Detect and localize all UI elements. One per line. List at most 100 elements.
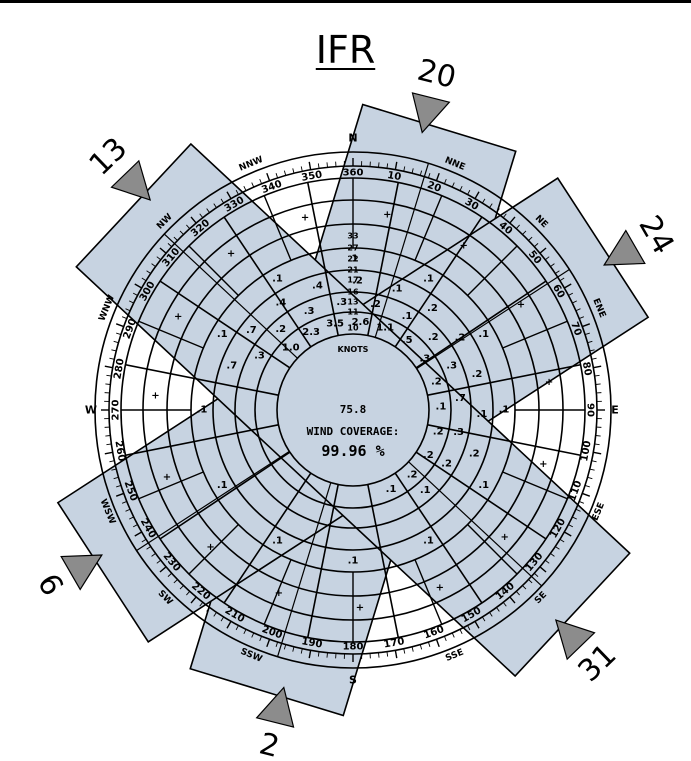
degree-tick — [111, 349, 117, 352]
degree-tick — [411, 168, 414, 174]
degree-tick — [190, 596, 197, 604]
cell-value: + — [517, 300, 525, 311]
degree-tick — [386, 651, 389, 657]
degree-tick — [595, 383, 601, 385]
degree-tick — [109, 460, 115, 463]
degree-tick — [528, 236, 533, 241]
degree-tick — [587, 340, 593, 344]
degree-tick — [113, 476, 119, 480]
degree-tick — [113, 340, 119, 344]
degree-tick — [403, 166, 406, 172]
degree-tick — [129, 300, 134, 304]
degree-tick — [151, 263, 156, 267]
degree-tick — [266, 639, 271, 648]
cell-value: + — [460, 240, 468, 251]
cell-value: .1 — [436, 401, 447, 412]
sector-line-12 — [125, 363, 279, 396]
degree-tick — [159, 566, 167, 573]
sector-line-0 — [367, 182, 400, 336]
speed-ring-label-33: 33 — [347, 232, 358, 241]
degree-tick — [568, 292, 574, 296]
degree-tick — [515, 224, 520, 229]
degree-tick — [443, 636, 447, 642]
degree-tick — [190, 216, 197, 224]
degree-tick — [496, 208, 500, 213]
degree-tick — [292, 646, 295, 652]
cell-value: .3 — [453, 427, 464, 438]
degree-tick — [474, 620, 480, 629]
degree-tick — [186, 224, 191, 229]
cell-value: 2.6 — [352, 317, 370, 328]
degree-label: 80 — [580, 361, 593, 377]
degree-tick — [559, 538, 565, 543]
degree-tick — [443, 178, 447, 184]
runway-arrow-icon — [554, 619, 596, 661]
runway-number-20: 20 — [414, 53, 460, 96]
speed-ring-label-11: 11 — [347, 308, 359, 317]
cell-value: + — [383, 210, 391, 221]
cell-value: .2 — [441, 459, 452, 470]
degree-label: 70 — [568, 321, 583, 338]
cell-value: 1.1 — [376, 323, 394, 334]
degree-tick — [568, 524, 574, 528]
degree-tick — [132, 524, 138, 528]
degree-tick — [179, 230, 184, 235]
cell-value: .2 — [455, 332, 466, 343]
cell-value: + — [500, 532, 508, 543]
degree-tick — [213, 612, 217, 617]
degree-tick — [378, 162, 380, 168]
degree-tick — [555, 546, 560, 550]
cell-value: .1 — [272, 535, 283, 546]
center-circle: 75.8 WIND COVERAGE: 99.96 % KNOTS — [276, 333, 430, 487]
degree-label: 360 — [343, 168, 364, 179]
runway-number-6: 6 — [30, 568, 70, 602]
arrow-runway-20: 20 — [411, 53, 460, 134]
degree-tick — [515, 591, 520, 596]
degree-label: 160 — [422, 624, 445, 641]
degree-tick — [591, 460, 597, 463]
degree-tick — [555, 270, 560, 274]
sector-line-15 — [306, 182, 339, 336]
cell-value: .7 — [226, 360, 237, 371]
degree-tick — [534, 243, 539, 248]
degree-tick — [206, 607, 210, 612]
degree-tick — [266, 172, 271, 181]
coverage-value: 99.96 % — [321, 442, 384, 460]
degree-label: 260 — [112, 440, 126, 463]
degree-label: 190 — [301, 636, 324, 650]
sub-line-13 — [138, 320, 204, 349]
cell-value: .1 — [477, 409, 488, 420]
degree-tick — [129, 516, 134, 520]
degree-tick — [186, 591, 191, 596]
arrow-runway-31: 31 — [554, 619, 623, 689]
degree-tick — [146, 546, 151, 550]
cell-value: .1 — [197, 405, 208, 416]
degree-tick — [594, 374, 600, 377]
degree-tick — [125, 308, 131, 312]
degree-tick — [459, 186, 463, 191]
degree-tick — [593, 365, 602, 369]
degree-tick — [317, 163, 320, 169]
degree-tick — [109, 357, 115, 360]
top-border — [0, 0, 691, 3]
speed-unit-label: KNOTS — [338, 345, 369, 354]
degree-tick — [427, 641, 431, 647]
degree-label: 270 — [111, 400, 122, 421]
degree-tick — [572, 300, 577, 304]
degree-tick — [539, 247, 547, 254]
sector-line-3 — [427, 363, 581, 396]
degree-tick — [522, 230, 527, 235]
speed-ring-label-16: 16 — [347, 288, 359, 297]
degree-tick — [579, 500, 585, 504]
degree-tick — [179, 585, 184, 590]
sub-line-6 — [467, 524, 518, 575]
sector-line-4 — [427, 424, 581, 457]
sub-line-7 — [414, 559, 443, 625]
cell-value: .2 — [423, 450, 434, 461]
compass-point-nnw: NNW — [238, 155, 265, 174]
degree-label: 110 — [567, 479, 584, 502]
degree-tick — [378, 652, 380, 658]
degree-tick — [105, 383, 111, 385]
degree-tick — [141, 277, 147, 282]
degree-tick — [534, 572, 539, 577]
